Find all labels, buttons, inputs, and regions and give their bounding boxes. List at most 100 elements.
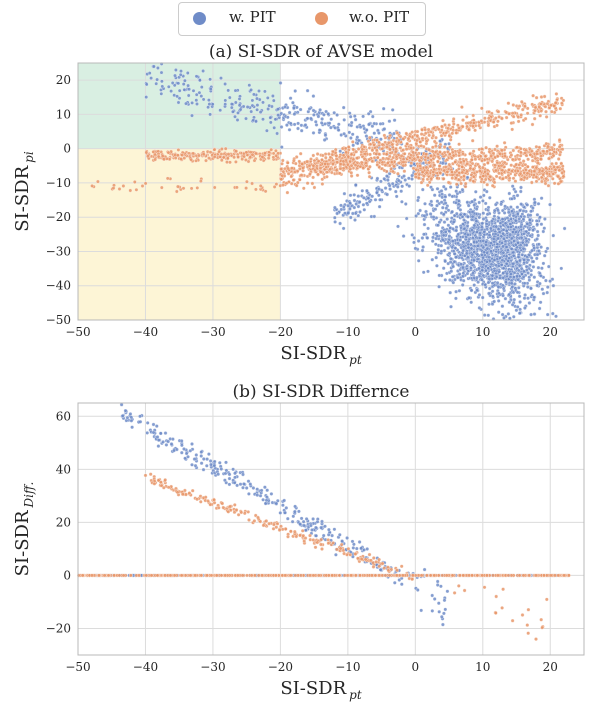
data-point — [530, 122, 535, 127]
data-point — [424, 139, 429, 144]
data-point — [319, 525, 323, 530]
data-point — [561, 174, 566, 179]
data-point — [402, 169, 407, 174]
data-point — [519, 235, 524, 240]
data-point — [138, 414, 142, 419]
data-point — [166, 150, 171, 155]
data-point — [544, 176, 549, 181]
data-point — [485, 171, 490, 176]
data-point — [244, 486, 249, 490]
data-point — [323, 133, 328, 138]
data-point — [208, 150, 213, 155]
data-point — [297, 509, 301, 514]
data-point — [458, 157, 462, 162]
data-point — [542, 226, 547, 231]
data-point — [446, 180, 451, 185]
data-point — [263, 189, 268, 194]
data-point — [484, 189, 489, 194]
data-point — [460, 105, 464, 109]
data-point — [515, 290, 520, 295]
data-point — [212, 155, 217, 159]
data-point — [458, 238, 463, 242]
data-point — [415, 129, 420, 134]
data-point — [394, 154, 399, 159]
data-point — [518, 258, 522, 263]
data-point — [538, 113, 543, 118]
data-point — [436, 223, 440, 228]
data-point — [511, 253, 516, 258]
data-point — [455, 173, 460, 178]
data-point — [470, 138, 475, 143]
data-point — [492, 214, 497, 219]
data-point — [357, 540, 362, 544]
data-point — [470, 124, 475, 128]
data-point — [536, 233, 541, 238]
data-point — [250, 181, 254, 186]
data-point — [442, 611, 446, 616]
data-point — [179, 69, 183, 73]
data-point — [481, 211, 486, 216]
data-point — [235, 185, 239, 190]
data-point — [134, 187, 139, 192]
data-point — [223, 478, 227, 483]
data-point — [466, 214, 470, 219]
data-point — [556, 174, 560, 179]
data-point — [129, 415, 134, 420]
data-point — [433, 207, 438, 212]
data-point — [544, 109, 548, 114]
data-point — [420, 128, 424, 132]
data-point — [432, 139, 437, 144]
data-point — [176, 100, 181, 105]
data-point — [251, 486, 256, 490]
data-point — [349, 152, 354, 157]
data-point — [430, 187, 435, 192]
data-point — [370, 148, 375, 153]
data-point — [539, 196, 544, 201]
data-point — [440, 161, 445, 166]
data-point — [442, 145, 447, 149]
data-point — [454, 225, 459, 230]
x-tick-label: 20 — [543, 325, 558, 339]
data-point — [346, 154, 351, 159]
data-point — [522, 257, 526, 262]
x-tick-label: −20 — [268, 325, 293, 339]
data-point — [487, 277, 492, 281]
data-point — [467, 295, 471, 300]
data-point — [159, 70, 164, 75]
data-point — [513, 189, 518, 194]
data-point — [507, 300, 512, 305]
data-point — [233, 88, 238, 93]
data-point — [212, 185, 217, 190]
legend-label-w-pit: w. PIT — [229, 8, 276, 26]
data-point — [299, 128, 304, 133]
data-point — [182, 447, 186, 451]
data-point — [386, 157, 391, 161]
data-point — [479, 119, 484, 123]
data-point — [360, 188, 365, 193]
data-point — [539, 157, 543, 162]
data-point — [258, 493, 263, 498]
data-point — [271, 94, 275, 98]
data-point — [255, 493, 260, 497]
data-point — [515, 205, 520, 210]
data-point — [390, 181, 395, 186]
data-point — [524, 243, 529, 247]
data-point — [246, 159, 251, 164]
data-point — [461, 177, 466, 182]
data-point — [480, 225, 484, 230]
data-point — [219, 76, 223, 80]
data-point — [314, 525, 318, 530]
data-point — [431, 126, 436, 131]
data-point — [484, 218, 489, 223]
data-point — [338, 162, 343, 166]
data-point — [291, 178, 296, 182]
data-point — [315, 519, 320, 524]
data-point — [506, 173, 511, 178]
data-point — [453, 160, 458, 164]
data-point — [528, 218, 532, 223]
data-point — [417, 172, 422, 177]
data-point — [486, 205, 491, 210]
data-point — [291, 514, 296, 519]
data-point — [421, 270, 426, 275]
data-point — [554, 161, 559, 166]
